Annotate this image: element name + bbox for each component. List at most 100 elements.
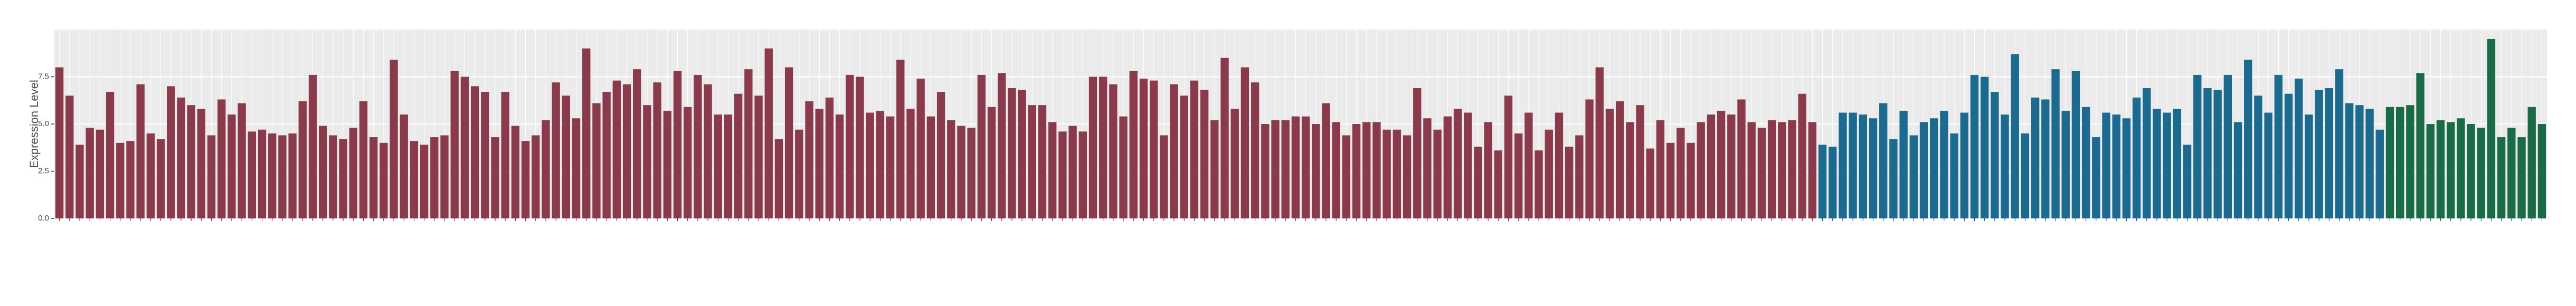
bar [896, 60, 905, 218]
bar [2001, 114, 2009, 218]
bar [622, 84, 631, 218]
bar [501, 92, 509, 218]
bar [1991, 92, 1999, 218]
bar [714, 114, 722, 218]
bar [744, 69, 753, 218]
bar [1251, 82, 1259, 219]
bar [754, 95, 763, 218]
bar [1443, 116, 1452, 218]
bar [1666, 142, 1675, 218]
bar [2213, 90, 2222, 218]
bar [1200, 90, 1209, 218]
bar [1727, 114, 1736, 218]
bar [2416, 73, 2425, 218]
bar [1747, 122, 1756, 218]
bar [521, 141, 530, 218]
bar [643, 105, 651, 218]
bar [856, 77, 864, 218]
bar [2122, 118, 2131, 218]
bar [288, 133, 297, 218]
bar [197, 109, 206, 218]
bar [542, 120, 550, 218]
bar [2193, 74, 2202, 219]
bar [1403, 135, 1412, 218]
bar [1149, 80, 1158, 218]
bar [2295, 79, 2303, 218]
bar [1068, 126, 1077, 218]
bar [2457, 118, 2465, 218]
bar [1909, 135, 1918, 218]
bar [228, 114, 236, 218]
y-tick-label: 0.0 [38, 214, 49, 223]
bar [1291, 116, 1300, 218]
bar [470, 86, 479, 218]
bar [592, 103, 601, 218]
bar [1464, 112, 1472, 218]
bar [1170, 84, 1178, 218]
bar [2497, 137, 2506, 218]
bar [2183, 145, 2192, 218]
bar [2305, 114, 2313, 218]
bar [673, 71, 682, 218]
bar [1474, 146, 1482, 218]
bar [2284, 93, 2293, 218]
bar [1160, 135, 1168, 218]
bar [1839, 112, 1847, 218]
bar [2203, 88, 2212, 218]
y-tick-label: 5.0 [38, 119, 49, 128]
bar [1930, 118, 1938, 218]
bar [1717, 110, 1726, 218]
bar [1099, 77, 1107, 218]
bar [2081, 107, 2090, 218]
bar [684, 107, 692, 218]
bar [2315, 90, 2323, 218]
bar [633, 69, 641, 218]
bar [2395, 107, 2404, 218]
bar [805, 101, 813, 218]
bar [1615, 101, 1624, 218]
bar [1210, 120, 1219, 218]
bar [86, 128, 94, 218]
bar [2244, 60, 2252, 218]
bar [126, 141, 135, 218]
bar [2507, 128, 2516, 218]
bar [1393, 129, 1401, 218]
bar [1230, 109, 1239, 218]
bar [1656, 120, 1665, 218]
bar [177, 97, 185, 218]
bar [2406, 105, 2414, 218]
bar [2061, 110, 2070, 218]
bar [1382, 129, 1391, 218]
bar [1818, 145, 1827, 218]
bar [1697, 122, 1705, 218]
bar [1677, 128, 1685, 218]
bar [136, 84, 145, 218]
bar [2143, 88, 2151, 218]
bar [410, 141, 419, 218]
bar [268, 133, 277, 218]
bar [156, 139, 165, 218]
bar [491, 137, 499, 218]
bar [2325, 88, 2333, 218]
bar [2153, 109, 2161, 218]
bar [420, 145, 429, 218]
bar [936, 92, 945, 218]
bar [795, 129, 803, 218]
bar [1484, 122, 1492, 218]
bar [2071, 71, 2080, 218]
bar [1119, 116, 1128, 218]
bar [1636, 105, 1644, 218]
bar [2031, 97, 2040, 218]
bar [1524, 112, 1533, 218]
bar [663, 110, 671, 218]
bar [1433, 129, 1442, 218]
bar [1940, 110, 1948, 218]
bar [2436, 120, 2445, 218]
bar [1869, 118, 1878, 218]
bar [380, 142, 388, 218]
bar [96, 129, 105, 218]
bar [1960, 112, 1968, 218]
bar [815, 109, 823, 218]
bar [1078, 131, 1087, 218]
